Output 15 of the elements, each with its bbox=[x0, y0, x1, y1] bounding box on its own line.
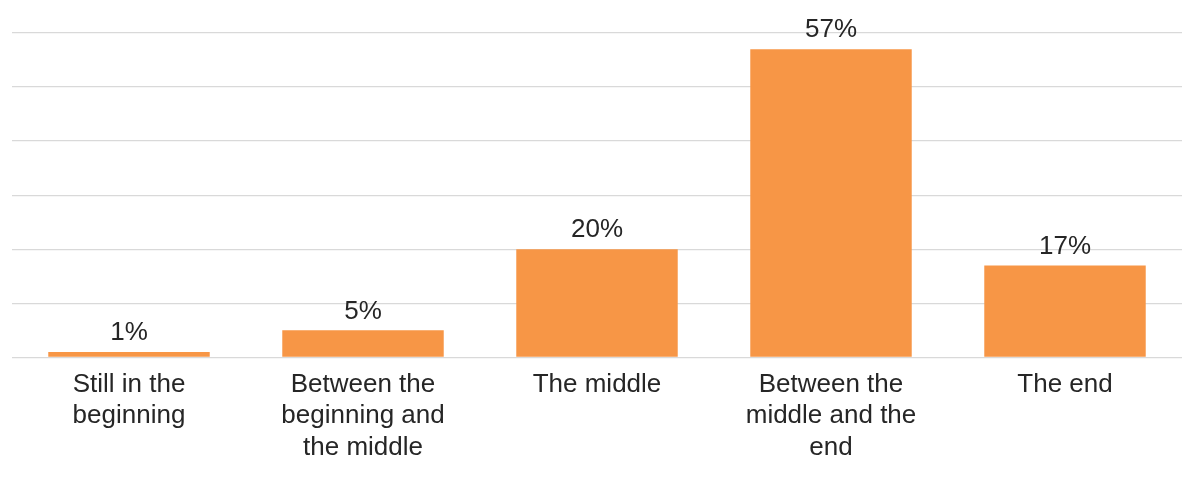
data-label: 1% bbox=[110, 316, 148, 347]
bar bbox=[516, 249, 678, 357]
x-tick-label: Between the middle and the end bbox=[745, 368, 917, 461]
bar bbox=[750, 49, 912, 357]
data-label: 20% bbox=[570, 213, 624, 244]
x-tick-label: Between the beginning and the middle bbox=[281, 368, 445, 461]
x-tick-label: The middle bbox=[532, 368, 662, 399]
data-label: 5% bbox=[344, 294, 382, 325]
data-label: 17% bbox=[1038, 229, 1092, 260]
bar bbox=[282, 330, 444, 357]
x-tick-label: The end bbox=[1017, 368, 1113, 399]
x-tick-label: Still in the beginning bbox=[72, 368, 186, 430]
data-label: 57% bbox=[804, 13, 858, 44]
bar bbox=[48, 351, 210, 357]
bar bbox=[984, 265, 1146, 357]
